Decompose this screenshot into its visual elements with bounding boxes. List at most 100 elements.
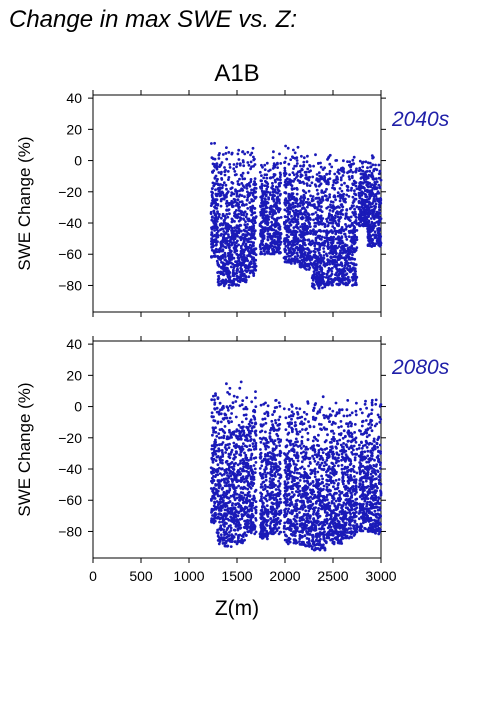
data-point — [243, 259, 246, 263]
data-point — [240, 268, 243, 272]
data-point — [259, 530, 263, 533]
data-point — [225, 405, 229, 409]
data-point — [268, 176, 272, 180]
data-point — [210, 195, 214, 199]
data-point — [235, 253, 239, 256]
data-point — [259, 185, 262, 189]
data-point — [302, 156, 306, 160]
data-point — [223, 166, 226, 169]
data-point — [371, 202, 374, 206]
data-point — [328, 172, 331, 176]
data-point — [375, 197, 378, 201]
data-point — [268, 191, 272, 195]
data-point — [345, 193, 349, 197]
data-point — [368, 236, 371, 239]
data-point — [268, 498, 271, 501]
data-point — [210, 156, 214, 160]
data-point — [250, 503, 254, 507]
data-point — [221, 248, 225, 252]
data-point — [298, 246, 301, 250]
data-point — [226, 243, 230, 247]
data-point — [326, 178, 330, 181]
data-point — [269, 439, 273, 443]
data-point — [338, 210, 342, 214]
data-point — [235, 249, 239, 253]
data-point — [302, 199, 305, 202]
data-point — [275, 240, 279, 244]
data-point — [226, 267, 229, 270]
data-point — [238, 200, 242, 204]
data-point — [372, 169, 375, 173]
data-point — [227, 467, 231, 471]
data-point — [312, 275, 316, 279]
data-point — [215, 500, 219, 503]
data-point — [343, 243, 347, 247]
data-point — [254, 461, 258, 464]
data-point — [309, 229, 312, 233]
data-point — [269, 481, 273, 485]
data-point — [270, 469, 274, 473]
data-point — [234, 509, 238, 512]
data-point — [323, 166, 326, 170]
data-point — [263, 252, 267, 256]
data-point — [246, 464, 250, 468]
data-point — [223, 521, 227, 525]
data-point — [325, 220, 329, 223]
data-point — [253, 506, 256, 510]
data-point — [300, 244, 304, 248]
data-point — [239, 246, 243, 250]
data-point — [377, 211, 381, 215]
data-point — [212, 209, 216, 213]
data-point — [227, 283, 231, 287]
data-point — [242, 272, 246, 276]
data-point — [230, 412, 234, 415]
data-point — [300, 262, 304, 266]
data-point — [220, 161, 224, 164]
data-point — [334, 260, 338, 264]
data-point — [271, 474, 274, 478]
data-point — [230, 217, 234, 221]
data-point — [288, 242, 292, 246]
data-point — [295, 186, 299, 190]
data-point — [293, 151, 297, 155]
data-point — [261, 243, 265, 247]
data-point — [223, 245, 227, 249]
data-point — [370, 220, 374, 224]
data-point — [253, 262, 257, 266]
data-point — [290, 417, 293, 421]
data-point — [230, 181, 234, 184]
data-point — [269, 462, 273, 466]
data-point — [216, 473, 220, 477]
data-point — [263, 168, 267, 172]
data-point — [264, 494, 268, 498]
data-point — [219, 525, 223, 529]
data-point — [246, 223, 249, 226]
data-point — [219, 272, 223, 276]
data-point — [269, 457, 273, 460]
data-point — [242, 160, 245, 164]
data-point — [292, 167, 295, 171]
data-point — [376, 234, 380, 237]
data-point — [227, 176, 231, 179]
data-point — [228, 271, 232, 274]
data-point — [219, 198, 223, 201]
data-point — [230, 186, 234, 190]
data-point — [242, 213, 246, 217]
panel-0-ytick-label: −80 — [58, 277, 82, 293]
data-point — [275, 428, 279, 432]
data-point — [250, 188, 253, 192]
data-point — [328, 260, 331, 264]
data-point — [261, 165, 264, 169]
data-point — [308, 164, 311, 167]
data-point — [241, 469, 244, 473]
data-point — [344, 217, 347, 220]
data-point — [298, 170, 302, 174]
data-point — [254, 253, 258, 257]
data-point — [210, 398, 214, 402]
data-point — [273, 523, 276, 527]
data-point — [217, 542, 221, 546]
data-point — [218, 163, 222, 167]
data-point — [238, 453, 242, 456]
data-point — [267, 250, 270, 254]
data-point — [288, 221, 291, 225]
